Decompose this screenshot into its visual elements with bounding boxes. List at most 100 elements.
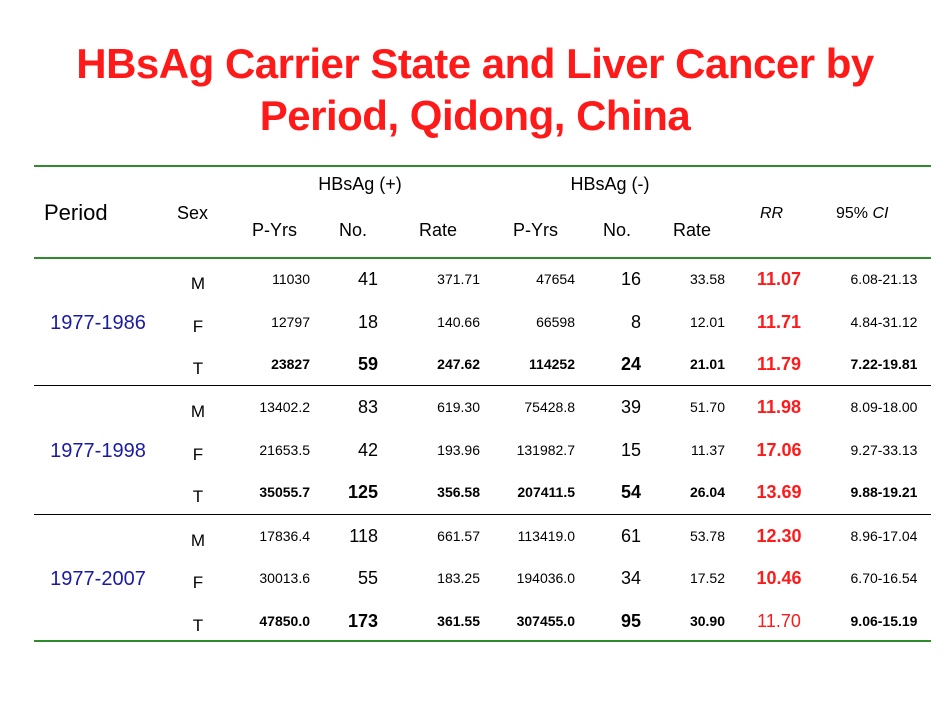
- pos-pyrs-cell: 30013.6: [259, 570, 310, 586]
- header-pos-no: No.: [339, 220, 368, 240]
- neg-no-cell: 54: [620, 482, 641, 502]
- neg-rate-cell: 51.70: [689, 399, 725, 415]
- slide-title: HBsAg Carrier State and Liver Cancer by …: [0, 38, 950, 142]
- pos-no-cell: 42: [357, 440, 378, 460]
- pos-rate-cell: 371.71: [437, 271, 480, 287]
- neg-rate-cell: 11.37: [691, 442, 725, 458]
- pos-pyrs-cell: 47850.0: [259, 613, 310, 629]
- rr-cell: 10.46: [756, 568, 802, 588]
- neg-pyrs-cell: 307455.0: [516, 613, 575, 629]
- sex-cell: F: [192, 317, 204, 336]
- rr-cell: 11.98: [756, 397, 802, 417]
- period-label: 1977-1998: [50, 440, 146, 462]
- neg-rate-cell: 30.90: [689, 613, 725, 629]
- pos-rate-cell: 140.66: [437, 314, 480, 330]
- ci-cell: 9.27-33.13: [850, 442, 918, 458]
- ci-cell: 6.08-21.13: [850, 271, 918, 287]
- ci-cell: 4.84-31.12: [850, 314, 918, 330]
- title-line-2: Period, Qidong, China: [259, 92, 691, 139]
- pos-rate-cell: 183.25: [437, 570, 480, 586]
- header-period: Period: [44, 200, 108, 225]
- sex-cell: F: [192, 573, 204, 592]
- pos-pyrs-cell: 21653.5: [259, 442, 310, 458]
- pos-pyrs-cell: 17836.4: [259, 528, 310, 544]
- pos-pyrs-cell: 13402.2: [259, 399, 310, 415]
- header-hbsag-negative: HBsAg (-): [570, 174, 650, 194]
- neg-no-cell: 15: [620, 440, 641, 460]
- neg-no-cell: 95: [620, 611, 641, 631]
- pos-no-cell: 41: [357, 269, 378, 289]
- neg-no-cell: 24: [620, 354, 641, 374]
- rr-cell: 11.07: [756, 269, 802, 289]
- header-bottom-rule: [34, 257, 931, 259]
- pos-no-cell: 83: [357, 397, 378, 417]
- ci-cell: 7.22-19.81: [850, 356, 918, 372]
- header-pos-rate: Rate: [419, 220, 458, 240]
- neg-pyrs-cell: 113419.0: [517, 528, 575, 544]
- rr-cell: 11.71: [756, 312, 802, 332]
- header-hbsag-positive: HBsAg (+): [318, 174, 402, 194]
- pos-no-cell: 55: [357, 568, 378, 588]
- header-neg-no: No.: [603, 220, 632, 240]
- pos-rate-cell: 619.30: [437, 399, 480, 415]
- neg-pyrs-cell: 75428.8: [524, 399, 575, 415]
- sex-cell: T: [192, 487, 204, 506]
- rr-cell: 13.69: [756, 482, 802, 502]
- pos-rate-cell: 247.62: [437, 356, 480, 372]
- ci-cell: 9.06-15.19: [850, 613, 918, 629]
- neg-rate-cell: 12.01: [689, 314, 725, 330]
- neg-rate-cell: 53.78: [689, 528, 725, 544]
- header-ci: 95% CI: [836, 205, 888, 223]
- rr-cell: 12.30: [756, 526, 802, 546]
- period-label: 1977-2007: [50, 568, 146, 590]
- neg-pyrs-cell: 207411.5: [517, 484, 575, 500]
- neg-rate-cell: 26.04: [689, 484, 725, 500]
- neg-rate-cell: 33.58: [689, 271, 725, 287]
- pos-pyrs-cell: 12797: [271, 314, 310, 330]
- sex-cell: M: [190, 531, 206, 550]
- group-divider-2: [34, 514, 931, 515]
- header-sex: Sex: [177, 203, 209, 223]
- pos-no-cell: 59: [357, 354, 378, 374]
- neg-no-cell: 8: [630, 312, 641, 332]
- sex-cell: T: [192, 359, 204, 378]
- neg-rate-cell: 21.01: [689, 356, 725, 372]
- neg-pyrs-cell: 131982.7: [516, 442, 575, 458]
- table-top-rule: [34, 165, 931, 167]
- pos-rate-cell: 356.58: [437, 484, 480, 500]
- table-bottom-rule: [34, 640, 931, 642]
- header-neg-rate: Rate: [673, 220, 712, 240]
- neg-no-cell: 39: [620, 397, 641, 417]
- rr-cell: 11.79: [756, 354, 802, 374]
- sex-cell: M: [190, 402, 206, 421]
- rr-cell: 17.06: [756, 440, 802, 460]
- pos-no-cell: 18: [357, 312, 378, 332]
- header-ci-italic: CI: [872, 205, 889, 222]
- neg-rate-cell: 17.52: [689, 570, 725, 586]
- neg-pyrs-cell: 194036.0: [516, 570, 575, 586]
- pos-pyrs-cell: 23827: [271, 356, 310, 372]
- header-rr: RR: [760, 205, 784, 222]
- ci-cell: 8.96-17.04: [850, 528, 918, 544]
- pos-no-cell: 173: [347, 611, 378, 631]
- neg-no-cell: 61: [620, 526, 641, 546]
- title-line-1: HBsAg Carrier State and Liver Cancer by: [76, 40, 874, 87]
- pos-no-cell: 118: [349, 526, 378, 546]
- pos-pyrs-cell: 35055.7: [259, 484, 310, 500]
- ci-cell: 9.88-19.21: [850, 484, 918, 500]
- pos-rate-cell: 661.57: [437, 528, 480, 544]
- pos-rate-cell: 193.96: [437, 442, 480, 458]
- pos-pyrs-cell: 11030: [272, 271, 310, 287]
- sex-cell: M: [190, 274, 206, 293]
- ci-cell: 6.70-16.54: [850, 570, 918, 586]
- period-label: 1977-1986: [50, 312, 146, 334]
- ci-cell: 8.09-18.00: [850, 399, 918, 415]
- neg-pyrs-cell: 47654: [536, 271, 575, 287]
- neg-pyrs-cell: 66598: [536, 314, 575, 330]
- header-neg-pyrs: P-Yrs: [513, 220, 558, 240]
- neg-no-cell: 34: [620, 568, 641, 588]
- sex-cell: F: [192, 445, 204, 464]
- pos-rate-cell: 361.55: [437, 613, 480, 629]
- header-ci-prefix: 95%: [836, 205, 873, 222]
- sex-cell: T: [192, 616, 204, 635]
